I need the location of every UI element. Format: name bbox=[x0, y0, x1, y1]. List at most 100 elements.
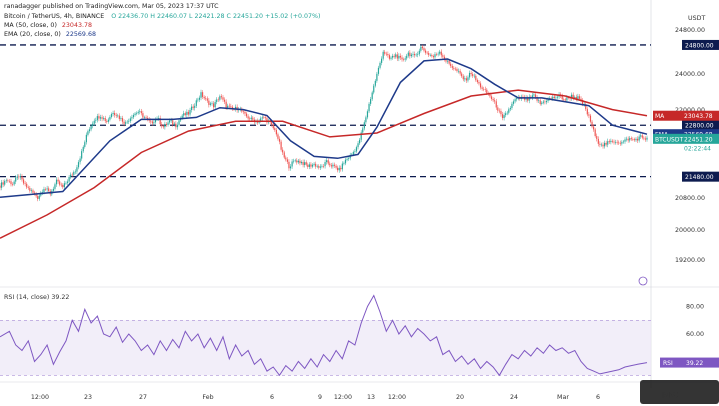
candle-body bbox=[283, 152, 285, 158]
candle-body bbox=[164, 124, 166, 128]
candle-body bbox=[2, 182, 4, 185]
candle-body bbox=[217, 99, 219, 101]
candle-body bbox=[132, 115, 135, 118]
price-tag-name-2: BTCUSDT bbox=[655, 136, 683, 143]
candle-body bbox=[136, 113, 138, 114]
candle-body bbox=[26, 183, 28, 188]
candle-body bbox=[63, 183, 65, 188]
candle-body bbox=[500, 110, 502, 115]
candle-body bbox=[368, 103, 370, 112]
candle-body bbox=[250, 117, 252, 120]
candle-body bbox=[528, 96, 530, 101]
candle-body bbox=[131, 117, 133, 119]
candle-body bbox=[13, 181, 15, 185]
ma-legend: MA (50, close, 0) 23043.78 bbox=[4, 22, 92, 29]
candle-body bbox=[552, 96, 554, 99]
candle-body bbox=[355, 147, 358, 152]
candle-body bbox=[96, 116, 98, 121]
candle-body bbox=[497, 107, 499, 111]
candle-body bbox=[536, 97, 538, 101]
candle-body bbox=[170, 120, 172, 121]
candle-body bbox=[533, 94, 535, 96]
candle-body bbox=[143, 117, 146, 118]
candle-body bbox=[483, 88, 485, 90]
candle-body bbox=[506, 112, 508, 114]
rsi-band bbox=[0, 320, 651, 376]
candle-body bbox=[0, 185, 1, 188]
candle-body bbox=[271, 121, 273, 125]
candle-body bbox=[293, 160, 295, 162]
candle-body bbox=[638, 136, 640, 141]
candle-body bbox=[475, 75, 477, 81]
candle-body bbox=[434, 54, 436, 58]
candle-body bbox=[194, 105, 196, 108]
candle-body bbox=[315, 163, 317, 167]
symbol-header: Bitcoin / TetherUS, 4h, BINANCE O 22436.… bbox=[4, 13, 321, 20]
candle-body bbox=[304, 162, 306, 165]
candle-body bbox=[550, 98, 552, 99]
candle-body bbox=[114, 112, 116, 116]
candle-body bbox=[489, 94, 491, 97]
candle-body bbox=[567, 97, 570, 99]
candle-body bbox=[46, 188, 48, 190]
level-tag-label-0: 24800.00 bbox=[685, 42, 714, 49]
candle-body bbox=[377, 67, 380, 74]
ema-legend-value: 22569.68 bbox=[65, 31, 96, 38]
candle-body bbox=[299, 160, 301, 164]
candle-body bbox=[103, 117, 105, 119]
time-tick-label: 13 bbox=[367, 394, 375, 401]
candle-body bbox=[486, 89, 488, 94]
candle-body bbox=[70, 174, 72, 177]
candle-body bbox=[385, 53, 387, 55]
candle-body bbox=[288, 161, 290, 169]
candle-body bbox=[508, 109, 510, 113]
candle-body bbox=[145, 117, 147, 118]
candle-body bbox=[462, 76, 464, 80]
candle-body bbox=[289, 166, 292, 169]
candle-body bbox=[632, 139, 634, 140]
candle-body bbox=[370, 99, 372, 104]
candle-body bbox=[459, 70, 461, 74]
candle-body bbox=[260, 118, 262, 121]
candle-body bbox=[509, 107, 511, 110]
candle-body bbox=[71, 174, 73, 176]
candle-body bbox=[337, 167, 339, 171]
candle-body bbox=[181, 115, 183, 119]
candle-body bbox=[329, 163, 331, 166]
candle-body bbox=[354, 151, 356, 153]
candle-body bbox=[635, 138, 637, 141]
candle-body bbox=[126, 121, 128, 123]
candle-body bbox=[501, 114, 504, 119]
candle-body bbox=[484, 89, 486, 90]
candle-body bbox=[5, 180, 7, 181]
candle-body bbox=[346, 158, 348, 160]
candle-body bbox=[424, 50, 427, 53]
candle-body bbox=[291, 161, 293, 167]
candle-body bbox=[572, 94, 574, 99]
candle-body bbox=[614, 141, 617, 143]
candle-body bbox=[30, 190, 33, 191]
candle-body bbox=[577, 96, 579, 100]
candle-body bbox=[420, 46, 422, 51]
candle-body bbox=[38, 195, 40, 199]
candle-body bbox=[115, 115, 117, 116]
candle-body bbox=[470, 72, 472, 75]
candle-body bbox=[252, 117, 254, 120]
candle-body bbox=[633, 139, 636, 141]
candle-body bbox=[544, 101, 546, 103]
candle-body bbox=[7, 180, 9, 181]
candle-body bbox=[479, 83, 482, 88]
price-tag-bg-0 bbox=[653, 110, 719, 121]
candle-body bbox=[27, 187, 29, 188]
candle-body bbox=[189, 109, 191, 115]
candle-body bbox=[435, 54, 438, 55]
candle-body bbox=[464, 78, 466, 80]
candle-body bbox=[366, 111, 369, 118]
candle-body bbox=[139, 111, 141, 112]
currency-label: USDT bbox=[688, 15, 705, 22]
candle-body bbox=[406, 55, 408, 59]
candle-body bbox=[43, 189, 45, 193]
candle-body bbox=[54, 184, 56, 189]
candle-body bbox=[417, 54, 419, 55]
candle-body bbox=[531, 95, 533, 98]
